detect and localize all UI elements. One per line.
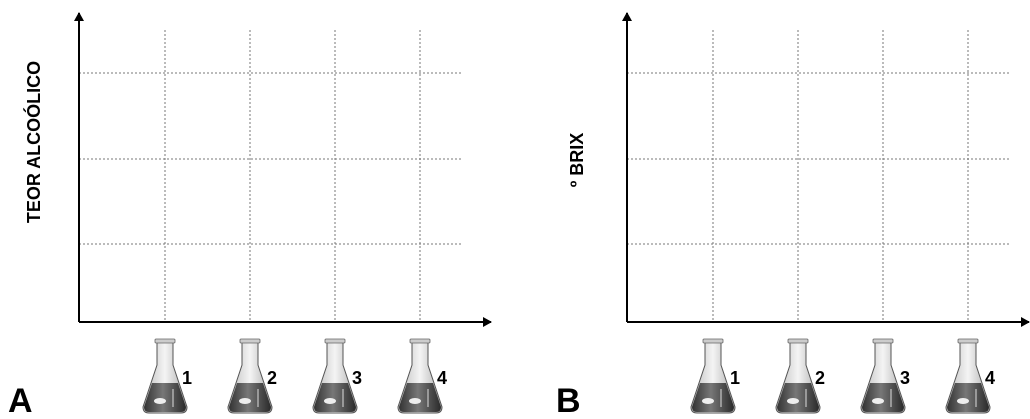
flask-icon — [313, 339, 357, 413]
panel-letter: B — [556, 382, 581, 419]
flask-number: 3 — [352, 368, 362, 388]
flask-icon — [398, 339, 442, 413]
flask-icon — [143, 339, 187, 413]
flask-number: 1 — [182, 368, 192, 388]
flask-number: 1 — [730, 368, 740, 388]
flask-number: 2 — [267, 368, 277, 388]
flask-number: 3 — [900, 368, 910, 388]
flask-icon — [861, 339, 905, 413]
flask-icon — [946, 339, 990, 413]
y-axis-label: º BRIX — [567, 133, 587, 188]
flask-icon — [228, 339, 272, 413]
panel-letter: A — [8, 382, 33, 419]
figure: TEOR ALCOÓLICO A 1 2 3 4 º BRIX B 1 2 3 4 — [0, 0, 1030, 419]
flask-icon — [776, 339, 820, 413]
flask-icon — [691, 339, 735, 413]
y-axis-label: TEOR ALCOÓLICO — [23, 61, 44, 223]
flask-number: 4 — [437, 368, 447, 388]
flask-number: 4 — [985, 368, 995, 388]
flask-number: 2 — [815, 368, 825, 388]
